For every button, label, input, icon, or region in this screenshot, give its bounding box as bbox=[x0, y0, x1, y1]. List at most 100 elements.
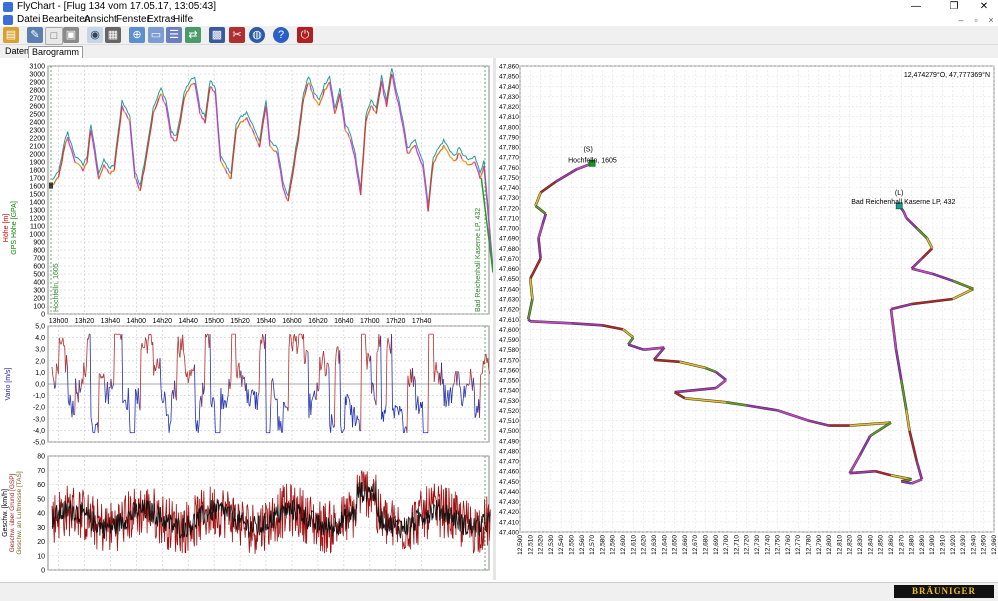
altitude-time-label: 15h20 bbox=[230, 318, 250, 325]
map-lat-label: 47,630 bbox=[499, 297, 519, 304]
map-lat-label: 47,410 bbox=[499, 519, 519, 526]
vario-segment bbox=[306, 350, 307, 351]
map-lat-label: 47,480 bbox=[499, 448, 519, 455]
globe-icon[interactable]: ◍ bbox=[249, 27, 265, 43]
map-lat-label: 47,440 bbox=[499, 489, 519, 496]
start-location-label: Hochfelln, 1605 bbox=[568, 157, 617, 164]
altitude-tick-label: 3000 bbox=[29, 72, 45, 79]
baro-altitude-segment bbox=[89, 137, 90, 145]
menu-ansicht[interactable]: Ansicht bbox=[84, 14, 117, 26]
save-icon[interactable]: ▣ bbox=[63, 27, 79, 43]
edit-icon[interactable]: ✎ bbox=[27, 27, 43, 43]
window-icon[interactable]: ▭ bbox=[148, 27, 164, 43]
map-lat-label: 47,660 bbox=[499, 266, 519, 273]
mdi-restore-button[interactable]: ▫ bbox=[970, 14, 982, 26]
window-title: FlyChart - [Flug 134 vom 17.05.17, 13:05… bbox=[17, 1, 216, 12]
mdi-minimize-button[interactable]: – bbox=[955, 14, 967, 26]
altitude-tick-label: 500 bbox=[33, 272, 45, 279]
restore-button[interactable]: ❐ bbox=[940, 0, 968, 14]
baro-altitude-segment bbox=[467, 164, 468, 165]
menu-hilfe[interactable]: Hilfe bbox=[173, 14, 193, 26]
map-lat-label: 47,450 bbox=[499, 479, 519, 486]
map-lon-label: 12,520 bbox=[538, 535, 545, 555]
close-button[interactable]: ✕ bbox=[970, 0, 998, 14]
baro-altitude-segment bbox=[110, 172, 111, 174]
map-lon-label: 12,670 bbox=[692, 535, 699, 555]
baro-altitude-segment bbox=[268, 125, 269, 137]
altitude-time-label: 13h20 bbox=[75, 318, 95, 325]
altitude-tick-label: 2100 bbox=[29, 144, 45, 151]
map-lon-label: 12,740 bbox=[764, 535, 771, 555]
export-icon[interactable]: ⇄ bbox=[185, 27, 201, 43]
map-lat-label: 47,670 bbox=[499, 256, 519, 263]
menu-datei[interactable]: Datei bbox=[17, 14, 40, 26]
settings-icon[interactable]: ✂ bbox=[229, 27, 245, 43]
altitude-tick-label: 100 bbox=[33, 304, 45, 311]
altitude-tick-label: 200 bbox=[33, 296, 45, 303]
baro-altitude-segment bbox=[450, 157, 451, 158]
altitude-tick-label: 2000 bbox=[29, 152, 45, 159]
speed-tick-label: 20 bbox=[37, 539, 45, 546]
open-icon[interactable]: ▤ bbox=[3, 27, 19, 43]
speed-ylabel: Geschw. [km/h] bbox=[2, 489, 9, 537]
map-lat-label: 47,530 bbox=[499, 398, 519, 405]
app-icon bbox=[3, 2, 13, 12]
speed-tick-label: 80 bbox=[37, 454, 45, 461]
altitude-time-label: 14h00 bbox=[127, 318, 147, 325]
map-lon-label: 12,620 bbox=[641, 535, 648, 555]
tab-barogramm[interactable]: Barogramm bbox=[28, 46, 83, 58]
barogram-charts[interactable]: 0100200300400500600700800900100011001200… bbox=[0, 58, 493, 580]
menu-bar: Datei Bearbeiten Ansicht Fenster Extras … bbox=[0, 14, 998, 26]
map-lat-label: 47,610 bbox=[499, 317, 519, 324]
power-icon[interactable]: ⏻ bbox=[297, 27, 313, 43]
baro-altitude-segment bbox=[86, 163, 87, 165]
map-lon-label: 12,810 bbox=[836, 535, 843, 555]
baro-altitude-segment bbox=[346, 132, 347, 133]
vario-tick-label: -1,0 bbox=[33, 393, 45, 400]
baro-altitude-segment bbox=[57, 177, 59, 178]
altitude-time-label: 14h40 bbox=[178, 318, 198, 325]
start-marker-label: (S) bbox=[583, 146, 592, 153]
new-icon[interactable]: □ bbox=[45, 27, 63, 45]
map-lat-label: 47,550 bbox=[499, 378, 519, 385]
map-lat-label: 47,860 bbox=[499, 64, 519, 71]
map-lon-label: 12,610 bbox=[630, 535, 637, 555]
baro-altitude-segment bbox=[481, 173, 482, 175]
baro-altitude-segment bbox=[113, 170, 114, 172]
zoom-in-icon[interactable]: ⊕ bbox=[129, 27, 145, 43]
speed-tick-label: 40 bbox=[37, 511, 45, 518]
altitude-tick-label: 1500 bbox=[29, 192, 45, 199]
altitude-tick-label: 400 bbox=[33, 280, 45, 287]
help-icon[interactable]: ? bbox=[273, 27, 289, 43]
map-lat-label: 47,540 bbox=[499, 388, 519, 395]
altitude-tick-label: 1800 bbox=[29, 168, 45, 175]
altitude-time-label: 15h00 bbox=[204, 318, 224, 325]
map-lat-label: 47,780 bbox=[499, 145, 519, 152]
preview-icon[interactable]: ◉ bbox=[87, 27, 103, 43]
minimize-button[interactable]: — bbox=[902, 0, 930, 14]
map-lat-label: 47,810 bbox=[499, 114, 519, 121]
vario-tick-label: -3,0 bbox=[33, 416, 45, 423]
landing-annotation: Bad Reichenhall Kaserne LP, 432 bbox=[475, 208, 482, 312]
altitude-tick-label: 1200 bbox=[29, 216, 45, 223]
altitude-tick-label: 2300 bbox=[29, 128, 45, 135]
baro-altitude-segment bbox=[240, 121, 241, 122]
menu-fenster[interactable]: Fenster bbox=[116, 14, 150, 26]
vario-tick-label: -2,0 bbox=[33, 405, 45, 412]
map-lat-label: 47,510 bbox=[499, 418, 519, 425]
map-lon-label: 12,580 bbox=[599, 535, 606, 555]
track-map[interactable]: 47,86047,85047,84047,83047,82047,81047,8… bbox=[496, 58, 998, 580]
mdi-close-button[interactable]: × bbox=[985, 14, 997, 26]
map-lat-label: 47,830 bbox=[499, 94, 519, 101]
map-lat-label: 47,430 bbox=[499, 499, 519, 506]
list-icon[interactable]: ☰ bbox=[166, 27, 182, 43]
baro-altitude-segment bbox=[184, 96, 185, 97]
map-lon-label: 12,890 bbox=[919, 535, 926, 555]
map-lat-label: 47,650 bbox=[499, 276, 519, 283]
print-icon[interactable]: ▦ bbox=[105, 27, 121, 43]
map-lon-label: 12,660 bbox=[682, 535, 689, 555]
menu-extras[interactable]: Extras bbox=[147, 14, 175, 26]
map-lat-label: 47,560 bbox=[499, 367, 519, 374]
map-lat-label: 47,750 bbox=[499, 175, 519, 182]
analyze-icon[interactable]: ▩ bbox=[209, 27, 225, 43]
